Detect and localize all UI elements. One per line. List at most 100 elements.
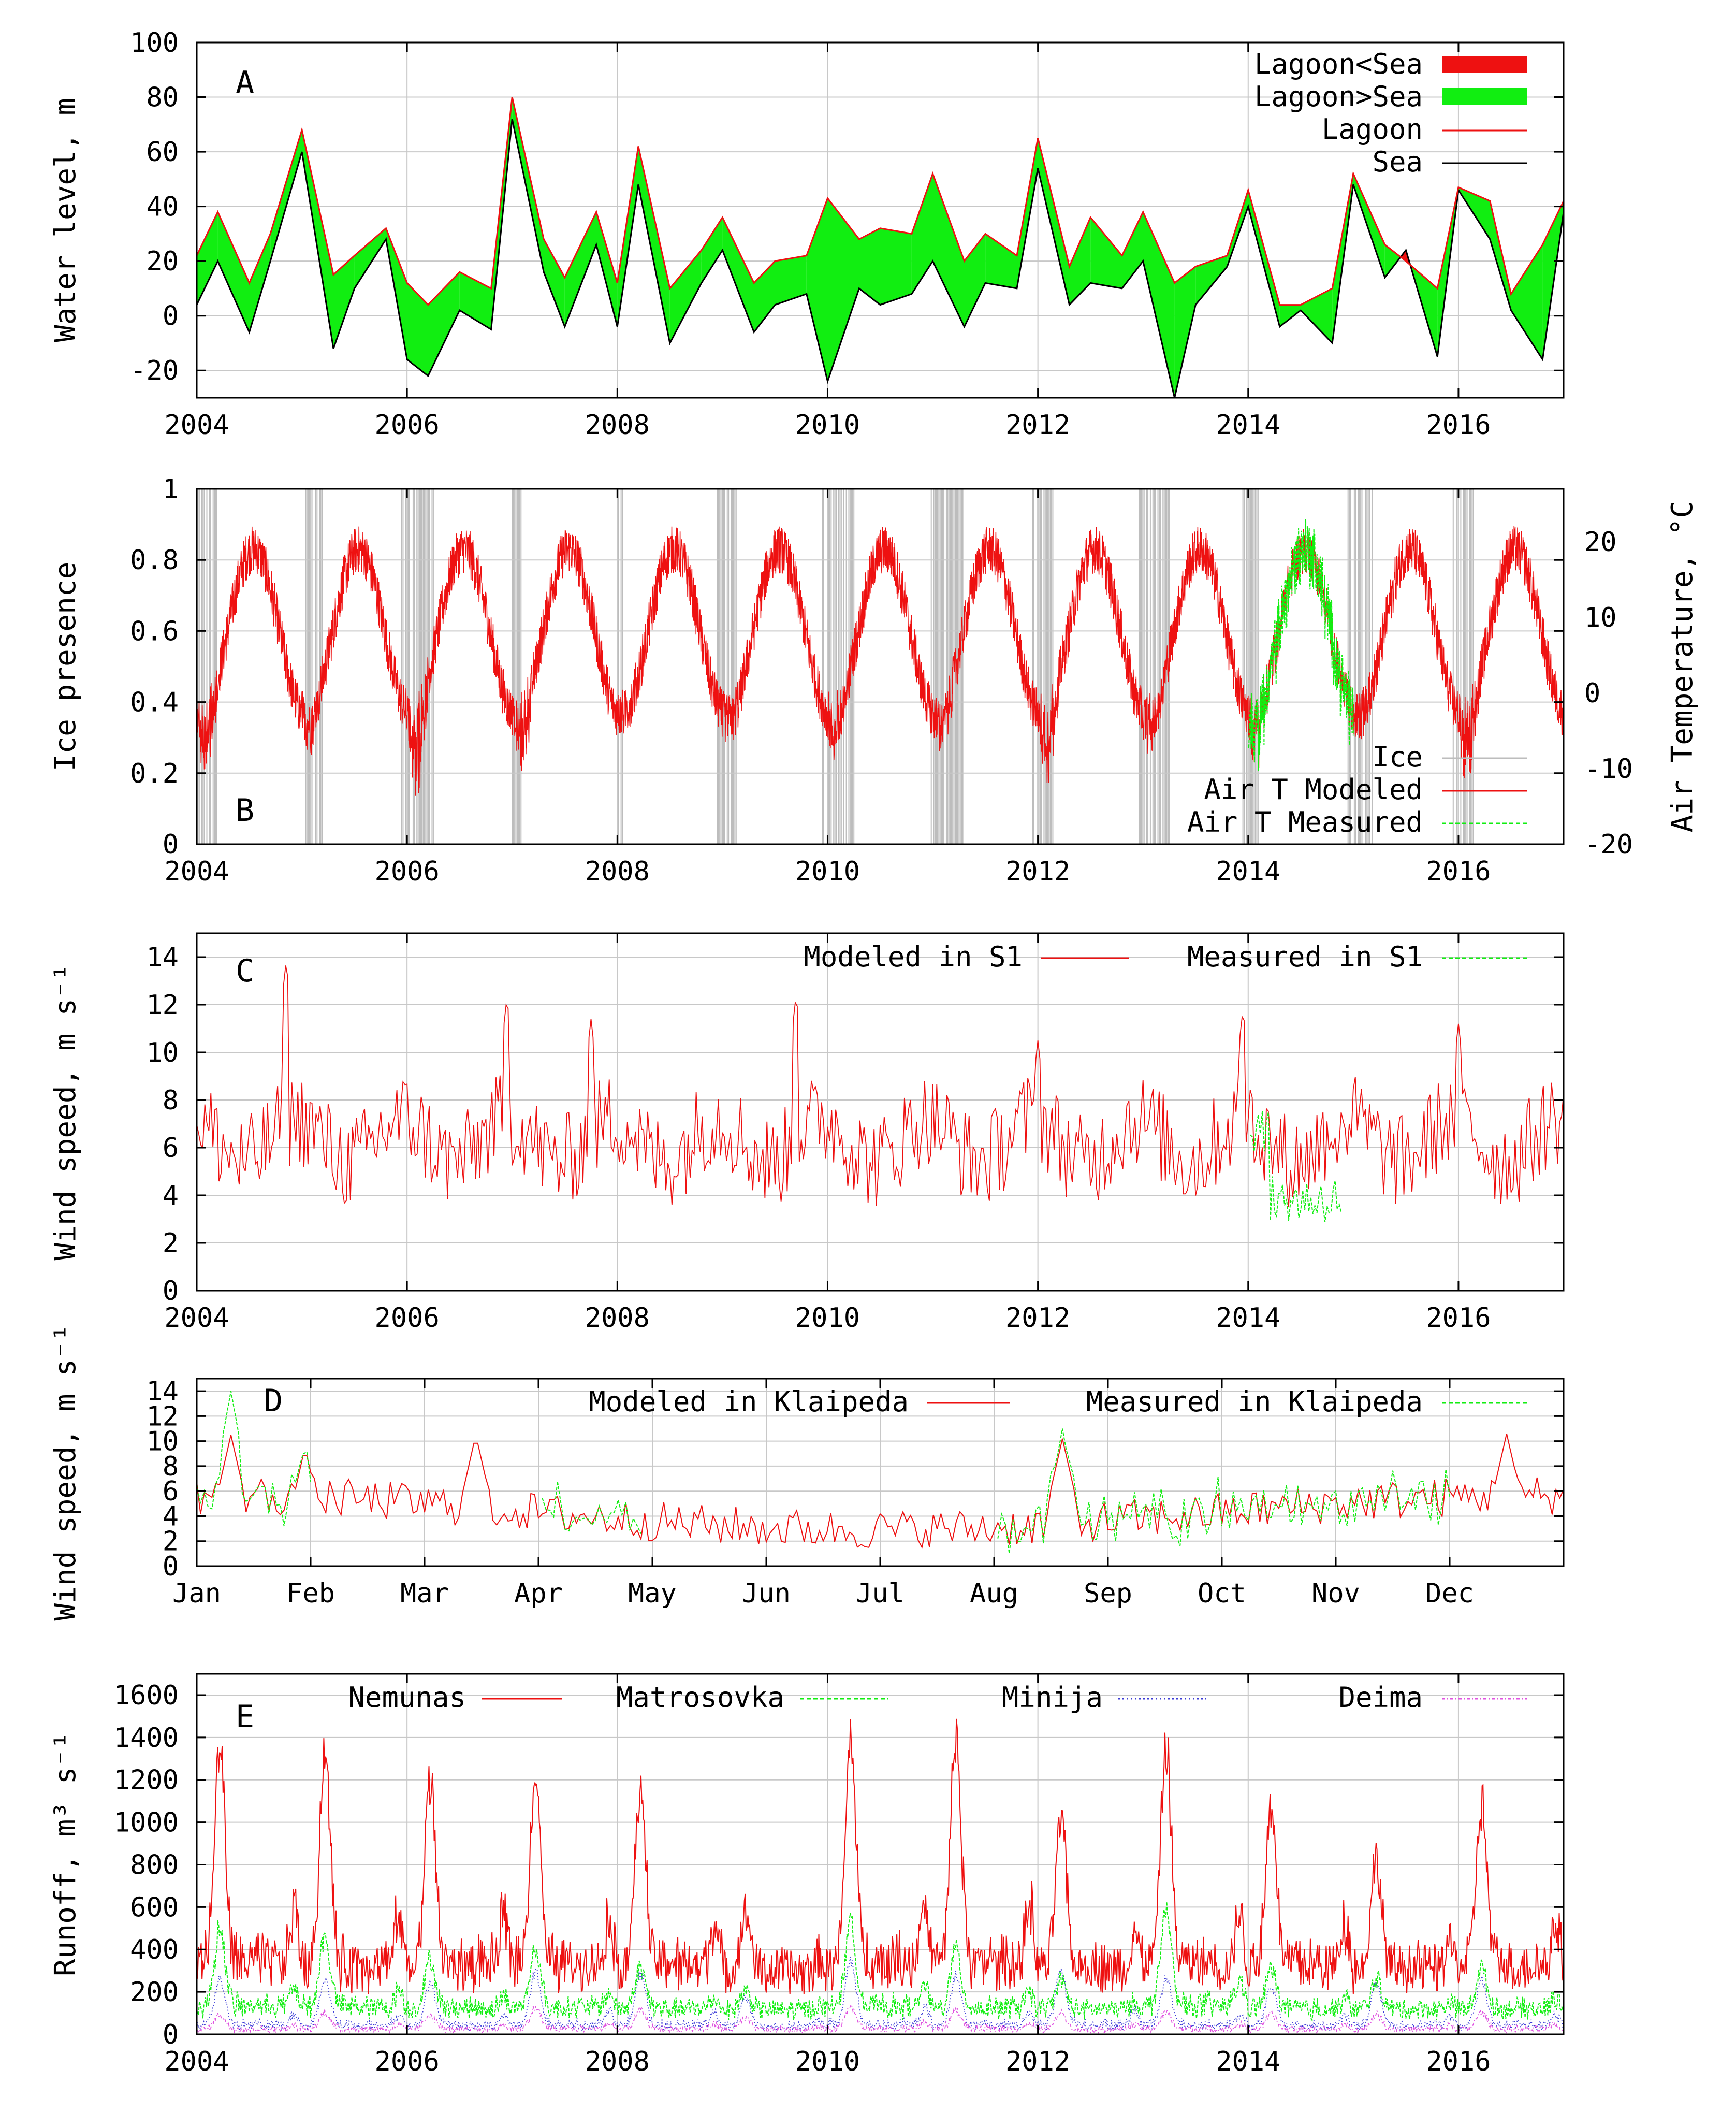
y-tick-label: 0.2	[130, 758, 179, 789]
fill-lagoon-gt-sea	[859, 228, 880, 305]
legend-lagoon-gt-sea-label: Lagoon>Sea	[1254, 80, 1423, 113]
y-tick-label: 0	[163, 301, 179, 332]
panel-b-ylabel: Ice presence	[49, 562, 82, 772]
y-tick-label: 1400	[114, 1723, 179, 1754]
y-tick-label: 2	[163, 1228, 179, 1259]
panel-b-letter: B	[236, 792, 254, 829]
y-tick-label: 20	[146, 246, 179, 277]
panel-c-ylabel: Wind speed, m s⁻¹	[49, 963, 82, 1260]
x-tick-label: 2010	[795, 410, 860, 441]
y-tick-label: 1000	[114, 1807, 179, 1839]
x-tick-label: 2004	[164, 410, 229, 441]
y-tick-label: 0	[163, 2019, 179, 2050]
fill-lagoon-gt-sea	[249, 234, 271, 332]
x-tick-label: 2010	[795, 1302, 860, 1334]
y-tick-label: 400	[130, 1934, 179, 1965]
panel-b-ice-air-temperature: 2004 2006 2008 2010 2012 2014 201600.20.40.60.…	[49, 474, 1699, 887]
y-tick-label: 4	[163, 1501, 179, 1532]
panel-b-ylabel-right: Air Temperature, °C	[1666, 501, 1699, 833]
y-tick-label: 2	[163, 1526, 179, 1557]
x-tick-label: 2006	[375, 1302, 440, 1334]
fill-lagoon-gt-sea	[754, 261, 775, 332]
fill-lagoon-gt-sea	[722, 217, 754, 332]
y-tick-label: 4	[163, 1180, 179, 1211]
fill-lagoon-gt-sea	[638, 146, 670, 343]
legend-minija-label: Minija	[1002, 1681, 1103, 1714]
y-right-tick-label: 0	[1584, 678, 1600, 709]
y-tick-label: 14	[146, 942, 179, 973]
series-measured-klaipeda	[542, 1481, 641, 1535]
y-right-tick-label: -10	[1584, 754, 1633, 785]
panel-e-letter: E	[236, 1699, 254, 1735]
legend-lagoon-gt-sea-swatch	[1442, 88, 1527, 105]
fill-lagoon-gt-sea	[806, 198, 828, 382]
y-tick-label: 600	[130, 1892, 179, 1923]
y-tick-label: 1600	[114, 1680, 179, 1711]
y-tick-label: 0.4	[130, 687, 179, 718]
x-tick-label: 2010	[795, 2046, 860, 2077]
x-tick-label: 2012	[1005, 1302, 1070, 1334]
fill-lagoon-gt-sea	[1069, 217, 1091, 305]
series-modeled-s1	[197, 965, 1564, 1207]
fill-lagoon-gt-sea	[701, 217, 723, 283]
y-tick-label: 1	[163, 474, 179, 505]
fill-lagoon-gt-sea	[1279, 305, 1301, 327]
x-tick-label: Feb	[286, 1578, 335, 1609]
fill-lagoon-gt-sea	[596, 212, 618, 327]
x-tick-label: Sep	[1084, 1578, 1132, 1609]
x-tick-label: 2014	[1216, 856, 1280, 887]
series-modeled-klaipeda	[197, 1433, 1564, 1549]
legend-matrosovka-label: Matrosovka	[616, 1681, 784, 1714]
fill-lagoon-gt-sea	[1122, 212, 1143, 288]
legend-measured-s1-label: Measured in S1	[1187, 940, 1423, 973]
y-tick-label: 40	[146, 192, 179, 223]
fill-lagoon-gt-sea	[1301, 288, 1333, 343]
x-tick-label: Nov	[1311, 1578, 1360, 1609]
legend-nemunas-label: Nemunas	[348, 1681, 466, 1714]
legend-deima-label: Deima	[1338, 1681, 1423, 1714]
series-minija	[197, 1957, 1564, 2033]
panel-b-legend: Ice Air T Modeled Air T Measured	[1187, 741, 1527, 838]
fill-lagoon-gt-sea	[1195, 255, 1228, 305]
x-tick-label: 2008	[585, 1302, 650, 1334]
y-tick-label: 6	[163, 1476, 179, 1507]
x-tick-label: Oct	[1198, 1578, 1246, 1609]
x-tick-label: 2008	[585, 856, 650, 887]
panel-c-letter: C	[236, 953, 254, 989]
x-tick-label: 2006	[375, 2046, 440, 2077]
y-tick-label: 1200	[114, 1765, 179, 1796]
fill-lagoon-gt-sea	[1511, 244, 1543, 360]
fill-lagoon-gt-sea	[512, 97, 544, 272]
y-tick-label: 800	[130, 1849, 179, 1880]
x-tick-label: 2016	[1426, 410, 1491, 441]
y-right-tick-label: -20	[1584, 829, 1633, 860]
legend-air-modeled-label: Air T Modeled	[1204, 773, 1423, 806]
x-tick-label: 2010	[795, 856, 860, 887]
legend-sea-label: Sea	[1372, 146, 1423, 178]
series-measured-klaipeda	[197, 1391, 311, 1527]
y-tick-label: 60	[146, 137, 179, 168]
fill-lagoon-gt-sea	[669, 250, 702, 343]
fill-lagoon-gt-sea	[617, 146, 638, 327]
series-measured-klaipeda	[997, 1428, 1222, 1554]
fill-lagoon-gt-sea	[544, 239, 565, 327]
panel-e-runoff: 2004 2006 2008 2010 2012 2014 2016 0 200 400 600 80…	[49, 1673, 1565, 2077]
x-tick-label: Dec	[1425, 1578, 1474, 1609]
fill-lagoon-gt-sea	[911, 173, 933, 294]
panel-d-letter: D	[264, 1383, 283, 1419]
y-tick-label: 12	[146, 1401, 179, 1432]
panel-a-frame	[196, 41, 1565, 399]
y-tick-label: 100	[130, 27, 179, 59]
y-tick-label: 0	[163, 1551, 179, 1582]
x-tick-label: 2014	[1216, 1302, 1280, 1334]
fill-lagoon-gt-sea	[985, 234, 1017, 288]
panel-d-legend: Modeled in Klaipeda Measured in Klaipeda	[589, 1385, 1527, 1418]
x-tick-label: 2012	[1005, 856, 1070, 887]
fill-lagoon-gt-sea	[270, 129, 302, 262]
fill-lagoon-gt-sea	[564, 212, 596, 327]
legend-lagoon-lt-sea-label: Lagoon<Sea	[1254, 48, 1423, 80]
panel-a-water-level: 2004 2006 2008 2010 2012 2014 2016 -20 0 20 40 60 80…	[49, 27, 1565, 441]
series-measured-s1	[1250, 1111, 1342, 1222]
series-measured-klaipeda	[1225, 1469, 1450, 1528]
